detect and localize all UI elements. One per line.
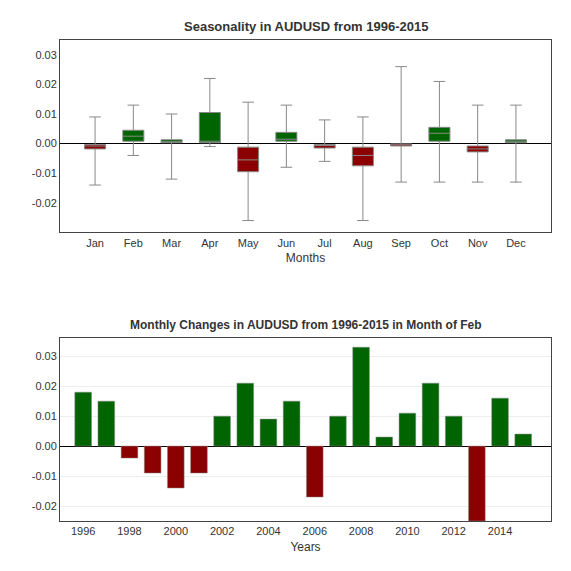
svg-text:0.01: 0.01 (35, 410, 56, 422)
svg-text:Feb: Feb (124, 237, 143, 249)
svg-text:2004: 2004 (256, 525, 280, 537)
svg-text:Sep: Sep (391, 237, 411, 249)
svg-text:Dec: Dec (506, 237, 526, 249)
svg-text:0.03: 0.03 (35, 49, 56, 61)
svg-text:Aug: Aug (353, 237, 373, 249)
svg-text:Oct: Oct (431, 237, 448, 249)
svg-text:2008: 2008 (349, 525, 373, 537)
svg-text:0.02: 0.02 (35, 78, 56, 90)
svg-text:Apr: Apr (201, 237, 218, 249)
svg-text:Jul: Jul (318, 237, 332, 249)
svg-text:Years: Years (290, 540, 320, 554)
svg-text:2012: 2012 (441, 525, 465, 537)
svg-text:2010: 2010 (395, 525, 419, 537)
svg-text:Nov: Nov (468, 237, 488, 249)
svg-text:-0.01: -0.01 (32, 470, 57, 482)
svg-text:2000: 2000 (164, 525, 188, 537)
svg-text:2006: 2006 (303, 525, 327, 537)
svg-text:-0.02: -0.02 (32, 500, 57, 512)
svg-text:2002: 2002 (210, 525, 234, 537)
svg-text:Seasonality in AUDUSD from 199: Seasonality in AUDUSD from 1996-2015 (184, 19, 428, 34)
svg-text:Jan: Jan (86, 237, 104, 249)
svg-text:-0.01: -0.01 (32, 167, 57, 179)
svg-text:Monthly Changes in AUDUSD from: Monthly Changes in AUDUSD from 1996-2015… (130, 318, 482, 332)
svg-text:0.03: 0.03 (35, 350, 56, 362)
svg-text:May: May (238, 237, 259, 249)
svg-text:-0.02: -0.02 (32, 197, 57, 209)
svg-text:1998: 1998 (117, 525, 141, 537)
svg-text:Months: Months (286, 251, 325, 265)
svg-text:1996: 1996 (71, 525, 95, 537)
svg-text:2014: 2014 (488, 525, 512, 537)
svg-text:Jun: Jun (277, 237, 295, 249)
svg-text:0.01: 0.01 (35, 108, 56, 120)
svg-text:0.00: 0.00 (35, 440, 56, 452)
svg-text:Mar: Mar (162, 237, 181, 249)
svg-text:0.00: 0.00 (35, 137, 56, 149)
svg-text:0.02: 0.02 (35, 380, 56, 392)
